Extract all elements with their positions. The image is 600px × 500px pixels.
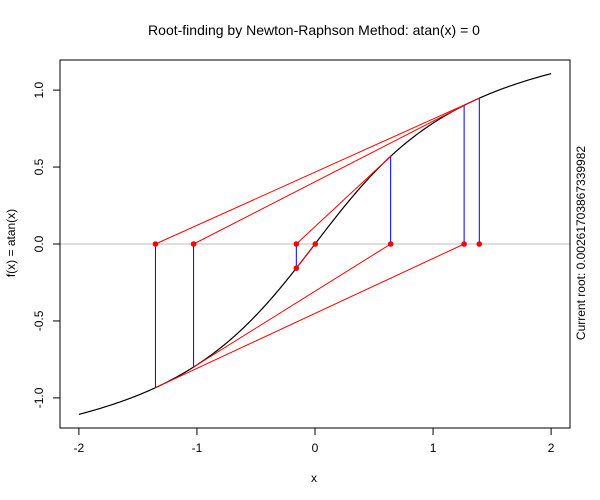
x-tick-label-3: 1 <box>430 441 437 455</box>
tangent-segment-0 <box>155 97 480 245</box>
y-tick-label-0: -1.0 <box>32 387 46 408</box>
chart-title: Root-finding by Newton-Raphson Method: a… <box>148 22 480 38</box>
root-estimate-point-6 <box>312 241 319 247</box>
root-estimate-point-0 <box>476 241 483 247</box>
x-tick-label-4: 2 <box>548 441 555 455</box>
root-estimate-point-5 <box>293 241 300 247</box>
tangent-segment-2 <box>193 104 465 245</box>
tangent-segment-1 <box>155 243 465 389</box>
y-axis-label: f(x) = atan(x) <box>4 209 18 277</box>
y-tick-label-3: 0.5 <box>32 158 46 175</box>
tangent-segment-3 <box>193 243 391 368</box>
y-tick-label-2: 0.0 <box>32 235 46 252</box>
root-estimate-point-1 <box>152 241 159 247</box>
plot-layer <box>60 73 570 415</box>
curve-point-last <box>293 265 300 271</box>
axis-layer: -2 -1 0 1 2 -1.0 -0.5 0.0 0.5 1.0 <box>32 59 571 455</box>
root-estimate-point-4 <box>387 241 394 247</box>
x-tick-label-2: 0 <box>312 441 319 455</box>
y-tick-label-4: 1.0 <box>32 81 46 98</box>
root-estimate-point-3 <box>190 241 197 247</box>
current-root-label: Current root: 0.00261703867339982 <box>574 146 588 340</box>
tangent-segment-4 <box>295 155 391 245</box>
x-axis-label: x <box>311 471 317 485</box>
x-tick-label-1: -1 <box>192 441 203 455</box>
tangent-segment-5 <box>295 243 316 269</box>
y-tick-label-1: -0.5 <box>32 310 46 331</box>
x-tick-label-0: -2 <box>74 441 85 455</box>
root-estimate-point-2 <box>461 241 467 247</box>
